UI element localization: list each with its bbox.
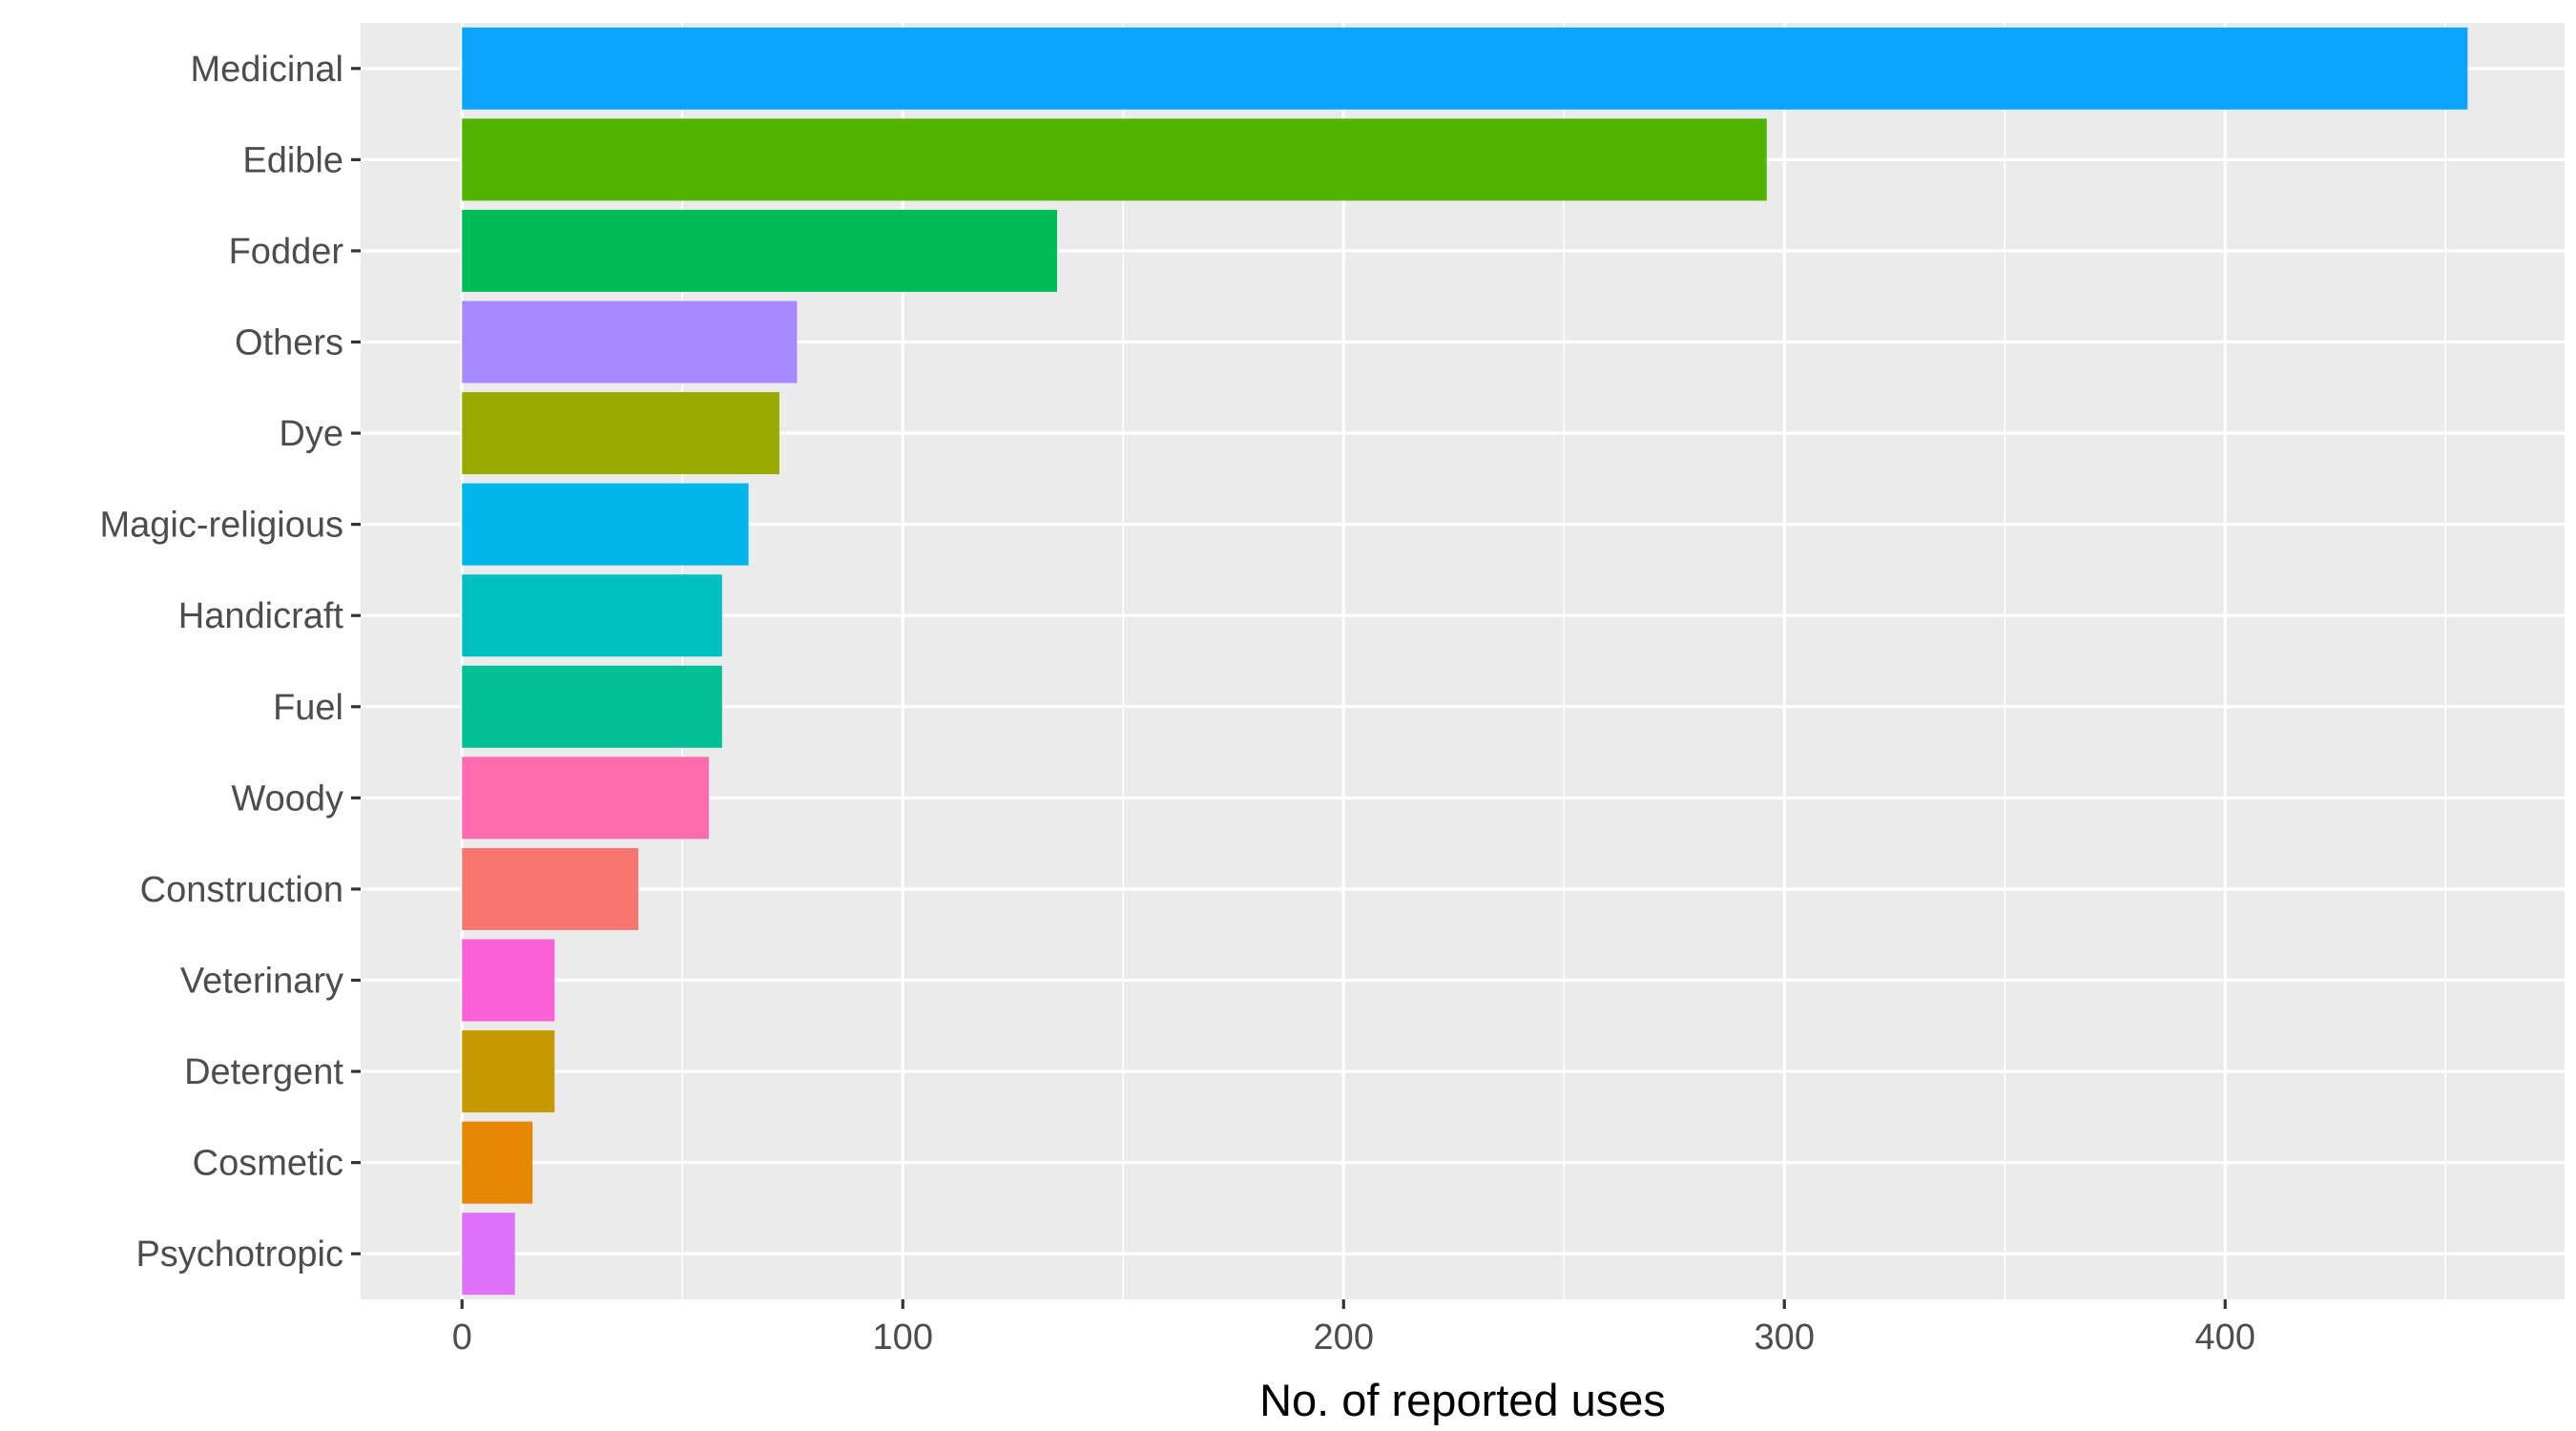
bar-fuel [462, 665, 722, 748]
y-tick-label: Woody [231, 778, 343, 819]
x-tick-label: 300 [1755, 1317, 1815, 1358]
bar-veterinary [462, 939, 555, 1022]
y-tick-label: Construction [140, 870, 343, 910]
y-tick-label: Psychotropic [135, 1234, 343, 1275]
x-tick-label: 400 [2195, 1317, 2255, 1358]
y-tick-label: Dye [279, 414, 343, 454]
bar-fodder [462, 209, 1057, 292]
bars [462, 27, 2468, 1296]
bar-medicinal [462, 27, 2468, 110]
x-axis-title: No. of reported uses [1259, 1375, 1666, 1425]
bar-detergent [462, 1030, 555, 1113]
y-axis: Medicinal Edible Fodder Others Dye Magic-reli… [99, 50, 361, 1275]
y-tick-label: Handicraft [178, 596, 344, 636]
y-tick-label: Medicinal [190, 50, 343, 90]
bar-construction [462, 847, 639, 930]
y-tick-label: Detergent [184, 1052, 343, 1092]
x-tick-label: 100 [873, 1317, 933, 1358]
x-tick-label: 0 [452, 1317, 472, 1358]
x-axis: 0 100 200 300 400 [452, 1299, 2255, 1358]
y-tick-label: Others [235, 323, 343, 363]
bar-magic-religious [462, 483, 749, 566]
bar-dye [462, 392, 779, 475]
bar-cosmetic [462, 1121, 533, 1204]
bar-edible [462, 118, 1767, 201]
y-tick-label: Cosmetic [193, 1144, 343, 1184]
y-tick-label: Fodder [229, 232, 344, 272]
y-tick-label: Fuel [273, 688, 343, 728]
bar-handicraft [462, 574, 722, 657]
bar-psychotropic [462, 1213, 515, 1296]
y-tick-label: Magic-religious [99, 506, 343, 546]
bar-others [462, 301, 798, 384]
x-tick-label: 200 [1314, 1317, 1374, 1358]
y-tick-label: Veterinary [180, 962, 343, 1002]
y-tick-label: Edible [242, 140, 343, 180]
bar-woody [462, 757, 709, 840]
